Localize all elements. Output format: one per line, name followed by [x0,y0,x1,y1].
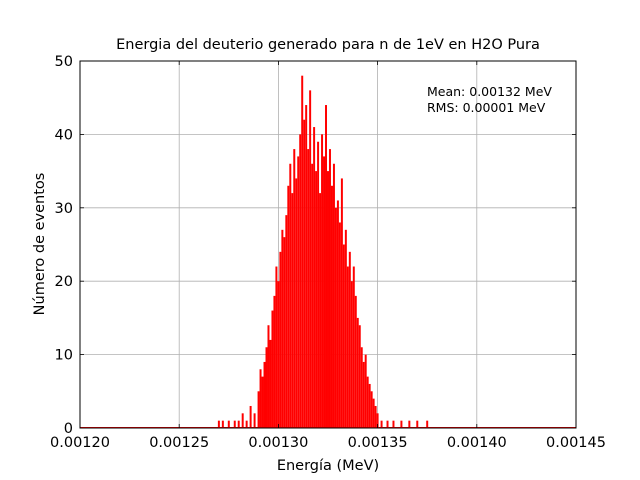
y-tick-label: 20 [55,274,73,290]
histogram-bar [346,266,349,428]
histogram-bar [342,244,345,428]
histogram-bar [257,391,260,428]
histogram-bar [380,420,383,428]
histogram-bar [285,215,288,428]
histogram-bar [338,222,341,428]
histogram-bar [408,420,411,428]
histogram-bar [426,420,429,428]
histogram-bar [328,149,331,428]
histogram-bar [305,105,308,428]
histogram-bar [249,405,252,428]
y-tick-label: 30 [55,201,73,217]
histogram-bar [277,281,280,428]
histogram-bar [400,420,403,428]
y-tick-label: 40 [55,127,73,143]
histogram-bar [334,207,337,428]
histogram-bar [271,310,274,428]
histogram-bar [416,420,419,428]
histogram-bar [360,347,363,428]
histogram-bar [263,361,266,428]
histogram-bar [352,266,355,428]
histogram-bar [332,163,335,428]
histogram-bar [319,193,322,428]
histogram-bar [321,134,324,428]
histogram-bar [392,420,395,428]
histogram-bar [253,413,256,428]
histogram-bar [227,420,230,428]
histogram-bar [289,163,292,428]
y-tick-label: 0 [64,421,73,437]
stats-mean: Mean: 0.00132 MeV [427,84,552,99]
x-tick-label: 0.00140 [447,435,507,451]
histogram-bar [315,171,318,428]
histogram-bar [340,178,343,428]
histogram-bar [386,420,389,428]
histogram-bar [295,178,298,428]
histogram-bar [297,156,300,429]
histogram-bar [362,361,365,428]
x-tick-label: 0.00135 [348,435,408,451]
histogram-bar [348,251,351,428]
histogram-bar [327,171,329,428]
histogram-bar [323,156,326,429]
histogram-bar [317,141,320,429]
histogram-bar [376,413,379,428]
histogram-bar [354,295,357,428]
histogram-bar [336,200,339,428]
histogram-bar [325,105,327,428]
histogram-bar [303,119,306,428]
histogram-bar [265,347,268,428]
histogram-bar [364,354,367,428]
histogram-bar [366,376,369,428]
histogram-bar [309,90,312,429]
x-tick-label: 0.00120 [50,435,110,451]
histogram-bar [269,339,272,428]
histogram-bar [301,75,304,429]
chart-title: Energia del deuterio generado para n de … [116,37,540,53]
histogram-bar [374,405,377,428]
histogram-bar [233,420,236,428]
histogram-bar [281,229,284,428]
histogram-bar [273,295,276,428]
histogram-bar [221,420,224,428]
histogram-bar [261,376,264,428]
histogram-bar [358,325,361,428]
histogram-bar [299,134,302,428]
histogram-bar [279,251,282,428]
histogram-bar [350,281,353,428]
histogram-bar [259,369,262,428]
y-axis-label: Número de eventos [32,173,48,316]
histogram-bar [372,398,375,428]
histogram-bar [344,229,347,428]
histogram-bar [291,193,294,428]
histogram-bar [356,317,359,428]
histogram-bar [283,237,286,428]
x-axis-label: Energía (MeV) [277,458,379,474]
histogram-bar [307,149,310,428]
x-tick-label: 0.00145 [546,435,606,451]
histogram-bar [330,185,333,428]
histogram-bar [275,266,278,428]
stats-rms: RMS: 0.00001 MeV [427,100,546,115]
y-tick-label: 50 [55,54,73,70]
histogram-bar [241,413,244,428]
y-tick-label: 10 [55,348,73,364]
x-tick-label: 0.00125 [149,435,209,451]
histogram-bar [313,127,316,428]
plot-frame [79,60,577,429]
histogram-bar [217,420,220,428]
histogram-bar [293,149,296,428]
histogram-bar [237,420,240,428]
axis-ticks: 0.00120 0.00125 0.00130 0.00135 0.00140 0.001… [50,54,606,451]
x-tick-label: 0.00130 [248,435,308,451]
histogram-bar [370,391,373,428]
histogram-bar [267,325,270,428]
histogram-bar [245,420,248,428]
histogram-bar [287,185,290,428]
histogram-bar [311,163,314,428]
histogram-bar [368,383,371,428]
